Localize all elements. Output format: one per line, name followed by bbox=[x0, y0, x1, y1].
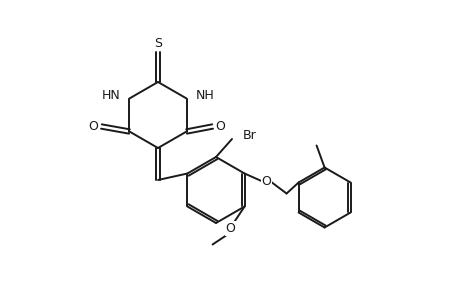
Text: O: O bbox=[215, 120, 225, 133]
Text: S: S bbox=[154, 37, 162, 50]
Text: O: O bbox=[261, 175, 271, 188]
Text: Br: Br bbox=[242, 128, 256, 142]
Text: O: O bbox=[225, 222, 235, 235]
Text: HN: HN bbox=[101, 89, 120, 102]
Text: O: O bbox=[88, 120, 98, 133]
Text: NH: NH bbox=[195, 89, 214, 102]
